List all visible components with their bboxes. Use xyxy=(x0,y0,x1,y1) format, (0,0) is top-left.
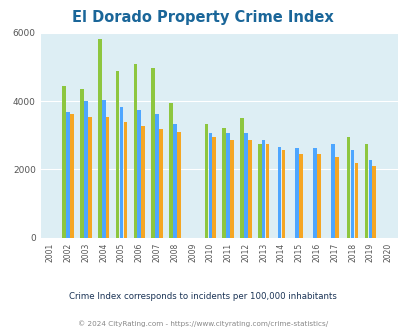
Bar xyxy=(123,122,127,238)
Bar xyxy=(230,140,233,238)
Bar xyxy=(277,147,281,238)
Bar xyxy=(247,140,251,238)
Bar xyxy=(141,126,145,238)
Bar xyxy=(261,140,265,238)
Bar xyxy=(208,133,212,238)
Bar xyxy=(115,71,119,238)
Bar xyxy=(330,144,334,238)
Bar xyxy=(371,166,375,238)
Bar xyxy=(66,112,70,238)
Bar xyxy=(133,64,137,238)
Bar xyxy=(298,154,302,238)
Bar xyxy=(313,148,316,238)
Bar xyxy=(119,107,123,238)
Text: © 2024 CityRating.com - https://www.cityrating.com/crime-statistics/: © 2024 CityRating.com - https://www.city… xyxy=(78,321,327,327)
Bar xyxy=(84,101,87,238)
Bar xyxy=(151,68,155,238)
Bar xyxy=(102,100,105,238)
Text: El Dorado Property Crime Index: El Dorado Property Crime Index xyxy=(72,10,333,25)
Bar xyxy=(173,124,176,238)
Bar xyxy=(265,144,269,238)
Bar xyxy=(155,114,158,238)
Bar xyxy=(350,149,354,238)
Bar xyxy=(295,148,298,238)
Bar xyxy=(212,137,215,238)
Bar xyxy=(346,137,350,238)
Bar xyxy=(240,118,243,238)
Bar xyxy=(137,110,141,238)
Bar xyxy=(257,144,261,238)
Bar xyxy=(222,128,226,238)
Bar xyxy=(168,103,172,238)
Text: Crime Index corresponds to incidents per 100,000 inhabitants: Crime Index corresponds to incidents per… xyxy=(69,292,336,301)
Bar xyxy=(88,117,92,238)
Bar xyxy=(177,132,180,238)
Bar xyxy=(70,114,74,238)
Bar xyxy=(80,89,83,238)
Bar xyxy=(204,124,208,238)
Bar xyxy=(98,39,101,238)
Bar xyxy=(159,129,162,238)
Bar xyxy=(368,160,371,238)
Bar xyxy=(354,163,357,238)
Bar xyxy=(226,133,229,238)
Bar xyxy=(316,154,320,238)
Bar xyxy=(364,144,367,238)
Bar xyxy=(281,150,284,238)
Bar xyxy=(243,133,247,238)
Bar xyxy=(62,86,66,238)
Bar xyxy=(334,157,338,238)
Bar xyxy=(106,117,109,238)
